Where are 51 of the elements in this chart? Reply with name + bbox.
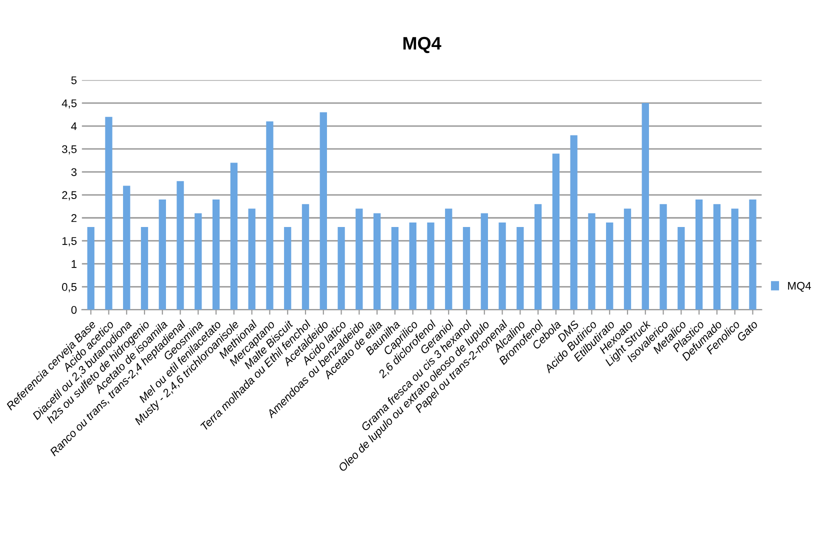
y-tick-label: 1 [72,260,76,268]
y-tick-label: 4,5 [62,99,77,109]
bar [373,213,381,310]
bar [660,204,667,310]
bar [212,200,220,310]
bar [158,200,166,310]
y-tick-label: 1,5 [62,237,77,246]
bar [87,227,94,310]
bar [427,222,434,310]
bar [284,227,292,310]
bar [642,103,649,310]
chart-title: MQ4 [403,36,442,54]
bar [320,112,327,310]
y-tick-label: 2 [71,214,76,222]
bar [391,227,399,310]
bar [552,154,560,310]
y-tick-label: 2,5 [62,191,77,200]
bar [409,222,416,310]
bar [606,222,614,310]
bar [588,213,596,310]
bar [462,227,470,310]
bar [445,208,452,310]
y-tick-label: 5 [71,76,77,84]
bar [570,135,578,310]
bar [678,227,685,310]
bar [230,162,238,310]
bar [105,116,112,310]
bar [534,204,542,310]
bar [140,227,148,310]
bar [624,208,632,310]
bar [248,208,256,310]
bar [713,204,721,310]
y-tick-label: 0,5 [62,283,77,292]
y-tick-label: 4 [71,122,77,130]
bar [176,181,184,310]
y-tick-label: 3 [71,168,77,176]
bar [302,204,310,310]
bar [516,227,524,310]
bar [123,186,130,310]
bar [266,121,274,310]
bar [731,208,738,310]
bar [194,213,202,310]
y-tick-label: 0 [71,306,77,314]
bar [498,222,506,310]
y-tick-label: 3,5 [62,145,77,154]
bar [749,200,756,310]
legend-label: MQ4 [788,282,811,292]
bar [480,213,488,310]
bar [338,227,345,310]
bar [695,200,703,310]
bar [356,208,363,310]
